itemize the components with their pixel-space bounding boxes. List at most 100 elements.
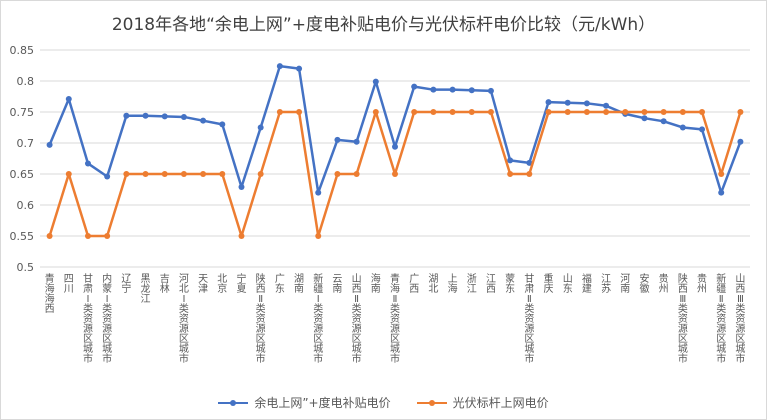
data-point-0 [660, 118, 667, 125]
data-point-0 [507, 157, 514, 164]
data-point-0 [372, 78, 379, 85]
data-point-0 [526, 159, 533, 166]
data-point-0 [392, 143, 398, 150]
x-tick-label: 福建 [582, 272, 592, 295]
data-point-1 [583, 109, 590, 115]
data-point-1 [392, 171, 398, 177]
data-point-1 [296, 109, 303, 115]
x-tick-label: 广东 [275, 273, 285, 295]
x-tick-label: 青海 Ⅱ 类资源区城市 [390, 272, 400, 365]
data-point-0 [296, 65, 303, 72]
data-point-1 [545, 109, 552, 115]
data-point-1 [161, 171, 168, 177]
y-tick-label: 0.5 [17, 261, 35, 274]
data-point-0 [430, 86, 437, 93]
x-tick-label: 上海 [448, 273, 458, 295]
data-point-1 [564, 109, 571, 115]
data-point-1 [123, 171, 130, 177]
legend-label-subsidy: 余电上网”+度电补贴电价 [254, 396, 391, 410]
data-point-1 [641, 109, 648, 115]
x-tick-label: 河南 [620, 273, 630, 295]
x-tick-label: 贵州 [697, 272, 707, 295]
data-point-0 [65, 95, 72, 102]
x-tick-label: 北京 [217, 273, 227, 295]
data-point-1 [468, 109, 475, 115]
x-tick-label: 新疆 Ⅱ 类资源区城市 [716, 272, 726, 365]
x-tick-label: 宁夏 [236, 272, 246, 295]
data-point-1 [84, 233, 91, 239]
data-point-1 [603, 109, 610, 115]
y-tick-label: 0.6 [17, 199, 35, 212]
x-tick-label: 浙江 [467, 273, 477, 295]
data-point-0 [737, 138, 744, 145]
y-tick-label: 0.8 [17, 75, 35, 88]
data-point-1 [526, 171, 533, 177]
data-point-1 [430, 109, 437, 115]
data-point-1 [699, 109, 706, 115]
data-point-1 [238, 233, 245, 239]
data-point-1 [315, 233, 322, 239]
data-point-0 [583, 100, 590, 107]
data-point-1 [276, 109, 283, 115]
x-tick-label: 甘肃 Ⅱ 类资源区城市 [524, 272, 534, 365]
legend: 余电上网”+度电补贴电价 光伏标杆上网电价 [0, 394, 767, 411]
x-tick-label: 辽宁 [121, 273, 131, 295]
y-tick-label: 0.55 [10, 230, 35, 243]
legend-swatch-orange [416, 398, 447, 408]
data-point-0 [334, 136, 341, 143]
x-tick-label: 贵州 [659, 272, 669, 295]
data-point-1 [622, 109, 629, 115]
data-point-0 [257, 124, 264, 131]
data-point-0 [545, 99, 552, 106]
y-tick-label: 0.85 [10, 44, 35, 57]
x-tick-label: 黑龙江 [141, 273, 151, 305]
x-tick-label: 甘肃 Ⅰ 类资源区城市 [83, 272, 93, 365]
data-point-0 [487, 87, 494, 94]
x-tick-label: 云南 [332, 274, 342, 295]
data-point-0 [679, 124, 686, 131]
data-point-0 [411, 83, 418, 90]
data-point-0 [238, 184, 245, 191]
legend-item-benchmark: 光伏标杆上网电价 [416, 394, 549, 411]
data-point-0 [564, 99, 571, 106]
series-lines [46, 63, 744, 239]
x-tick-label: 湖南 [294, 273, 304, 295]
x-tick-label: 江苏 [601, 273, 611, 295]
x-tick-label: 江西 [486, 273, 496, 295]
data-point-0 [603, 102, 610, 109]
data-point-1 [737, 109, 744, 115]
x-tick-label: 山西 Ⅲ 类资源区城市 [735, 273, 745, 365]
data-point-0 [718, 189, 725, 196]
data-point-1 [660, 109, 667, 115]
data-point-1 [487, 109, 494, 115]
x-tick-label: 山西 Ⅱ 类资源区城市 [352, 273, 362, 365]
x-tick-label: 天津 [198, 274, 208, 295]
data-point-1 [679, 109, 686, 115]
data-point-1 [718, 171, 725, 177]
x-tick-label: 重庆 [544, 272, 554, 295]
gridlines [40, 49, 750, 268]
x-tick-label: 广西 [409, 273, 419, 295]
data-point-0 [699, 126, 706, 133]
x-tick-label: 新疆 Ⅰ 类资源区城市 [313, 272, 323, 365]
x-tick-label: 陕西 Ⅲ 类资源区城市 [678, 272, 688, 365]
data-point-0 [142, 112, 149, 119]
data-point-0 [46, 141, 53, 148]
data-point-0 [84, 160, 91, 167]
y-axis: 0.5 0.55 0.6 0.65 0.7 0.75 0.8 0.85 [10, 44, 35, 274]
data-point-1 [507, 171, 514, 177]
data-point-0 [276, 63, 283, 70]
data-point-0 [315, 189, 322, 196]
data-point-0 [200, 117, 207, 124]
y-tick-label: 0.75 [10, 106, 35, 119]
y-tick-label: 0.65 [10, 168, 35, 181]
x-tick-label: 海南 [371, 272, 381, 295]
x-tick-label: 四川 [64, 274, 74, 295]
data-point-0 [353, 138, 360, 145]
data-point-1 [46, 233, 53, 239]
x-tick-label: 陕西 Ⅱ 类资源区城市 [256, 272, 266, 365]
data-point-0 [449, 86, 456, 93]
x-tick-label: 内蒙 Ⅰ 类资源区城市 [102, 272, 112, 365]
data-point-0 [219, 121, 226, 128]
